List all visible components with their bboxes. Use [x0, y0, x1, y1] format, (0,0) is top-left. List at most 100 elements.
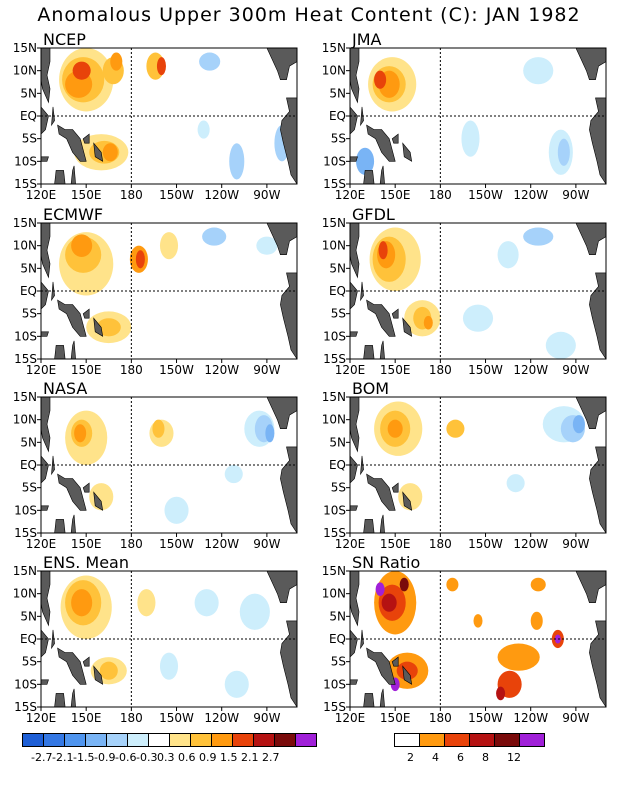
- lon-label: 120W: [204, 188, 239, 202]
- lon-label: 180: [120, 363, 143, 377]
- land-mass: [350, 679, 358, 685]
- anomaly-blob: [265, 424, 275, 443]
- panel-title: JMA: [351, 30, 382, 49]
- anomaly-blob: [523, 227, 554, 246]
- lat-label: EQ: [329, 284, 346, 298]
- anomaly-blob: [381, 593, 397, 612]
- land-mass: [402, 665, 413, 685]
- lon-label: 180: [429, 363, 452, 377]
- lon-label: 120W: [513, 537, 548, 551]
- land-mass: [57, 124, 87, 162]
- anomaly-blob: [202, 227, 227, 246]
- lat-label: 15S: [14, 700, 37, 714]
- lat-label: 5N: [20, 435, 37, 449]
- panel-title: NASA: [43, 379, 87, 398]
- anomaly-blob: [375, 582, 385, 596]
- colorbar-swatch: [127, 733, 148, 747]
- colorbar-label: -0.6: [115, 751, 137, 764]
- land-mass: [93, 491, 104, 511]
- anomaly-blob: [71, 234, 93, 257]
- anomaly-blob: [74, 424, 87, 443]
- anomaly-blob: [159, 652, 179, 680]
- land-mass: [93, 142, 104, 162]
- land-mass: [41, 629, 49, 658]
- land-mass: [350, 629, 358, 658]
- colorbar-label: 0.9: [199, 751, 217, 764]
- lon-label: 90W: [562, 363, 589, 377]
- panel-title: NCEP: [43, 30, 86, 49]
- land-mass: [363, 170, 375, 184]
- colorbar-label: -1.5: [73, 751, 95, 764]
- lat-label: 5N: [329, 609, 346, 623]
- colorbar-label: 4: [432, 751, 439, 764]
- anomaly-blob: [446, 577, 459, 592]
- lat-label: 15N: [322, 216, 346, 230]
- lat-label: 5N: [329, 261, 346, 275]
- land-mass: [41, 281, 49, 310]
- anomaly-blob: [135, 250, 145, 269]
- lon-label: 120E: [26, 537, 57, 551]
- lat-label: 10S: [323, 503, 346, 517]
- lat-label: 5S: [331, 655, 346, 669]
- land-mass: [82, 308, 90, 319]
- lon-label: 150E: [71, 188, 102, 202]
- lon-label: 150W: [159, 363, 194, 377]
- lon-label: 150E: [380, 188, 411, 202]
- anomaly-blob: [446, 419, 465, 438]
- lat-label: 10N: [13, 413, 37, 427]
- anomaly-blob: [96, 318, 121, 337]
- colorbar-swatch: [232, 733, 253, 747]
- lon-label: 120W: [204, 363, 239, 377]
- lat-label: 10N: [322, 587, 346, 601]
- anomaly-blob: [572, 415, 585, 434]
- anomaly-blob: [71, 589, 93, 617]
- lon-label: 150W: [159, 711, 194, 725]
- land-mass: [70, 340, 76, 359]
- lat-label: 5S: [331, 132, 346, 146]
- anomaly-blob: [224, 670, 249, 698]
- lon-label: 150E: [380, 537, 411, 551]
- lon-label: 150E: [71, 363, 102, 377]
- land-mass: [54, 519, 66, 533]
- colorbar-swatch: [85, 733, 106, 747]
- lat-label: 5S: [22, 655, 37, 669]
- land-mass: [54, 345, 66, 359]
- lon-label: 180: [120, 188, 143, 202]
- land-mass: [266, 223, 297, 256]
- colorbar-swatch: [494, 733, 519, 747]
- colorbar-label: 8: [482, 751, 489, 764]
- lon-label: 120W: [204, 711, 239, 725]
- lon-label: 150W: [159, 188, 194, 202]
- panel-title: ECMWF: [43, 205, 103, 224]
- anomaly-blob: [137, 589, 156, 617]
- land-mass: [54, 170, 66, 184]
- anomaly-blob: [497, 643, 540, 671]
- anomaly-blob: [156, 57, 166, 76]
- lon-label: 120W: [513, 188, 548, 202]
- lon-label: 150W: [159, 537, 194, 551]
- land-mass: [391, 308, 399, 319]
- lat-label: 5N: [329, 435, 346, 449]
- lon-label: 180: [429, 711, 452, 725]
- lat-label: 10S: [14, 154, 37, 168]
- land-mass: [350, 331, 358, 337]
- lon-label: 150E: [380, 711, 411, 725]
- land-mass: [366, 299, 396, 337]
- lat-label: 10S: [14, 503, 37, 517]
- lat-label: 15S: [323, 700, 346, 714]
- lat-label: EQ: [20, 458, 37, 472]
- lat-label: 5S: [22, 132, 37, 146]
- land-mass: [391, 482, 399, 493]
- anomaly-blob: [378, 241, 388, 260]
- lat-label: 5S: [331, 307, 346, 321]
- lat-label: 15S: [14, 352, 37, 366]
- anomaly-blob: [462, 304, 494, 332]
- anomaly-blob: [102, 143, 118, 162]
- lat-label: 5S: [22, 481, 37, 495]
- lon-label: 150W: [468, 711, 503, 725]
- lon-label: 90W: [253, 537, 280, 551]
- lat-label: 10N: [13, 64, 37, 78]
- lat-label: 5N: [20, 609, 37, 623]
- land-mass: [350, 281, 358, 310]
